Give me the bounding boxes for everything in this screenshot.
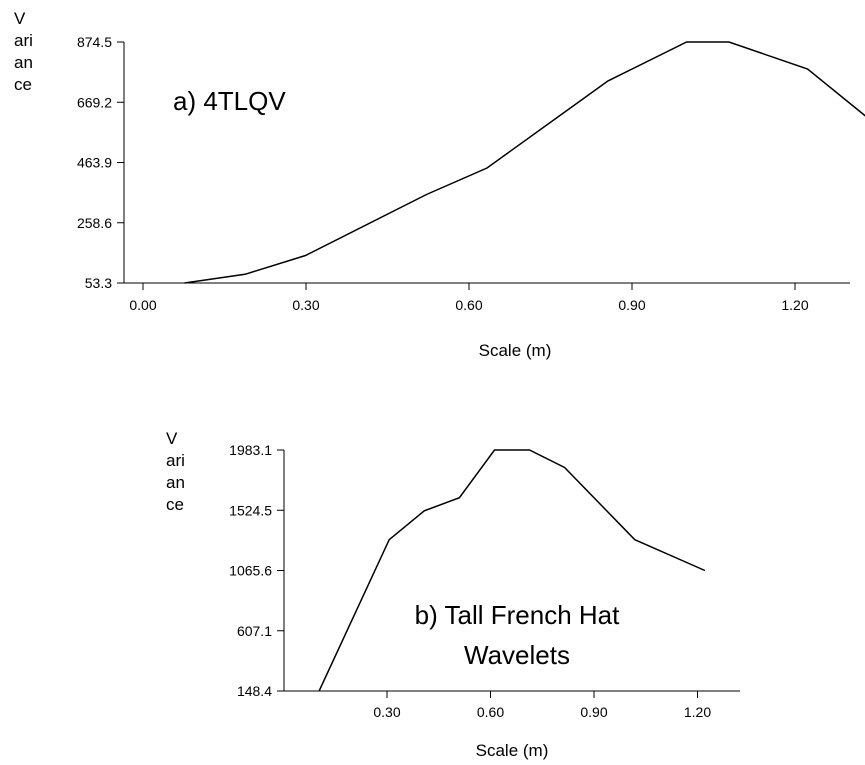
- x-axis-title: Scale (m): [479, 341, 552, 360]
- x-tick-label: 0.60: [477, 704, 504, 720]
- x-ticks: 0.30 0.60 0.90 1.20: [373, 691, 711, 720]
- x-axis-title: Scale (m): [476, 741, 549, 760]
- y-tick-label: 148.4: [237, 683, 272, 699]
- y-tick-label: 1065.6: [229, 563, 272, 579]
- y-axis-label-line: an: [14, 53, 33, 72]
- chart-title-line-2: Wavelets: [464, 640, 570, 670]
- chart-title: a) 4TLQV: [173, 86, 286, 116]
- x-tick-label: 0.60: [455, 297, 482, 313]
- x-tick-label: 0.00: [129, 297, 156, 313]
- y-tick-label: 607.1: [237, 623, 272, 639]
- x-tick-label: 1.20: [684, 704, 711, 720]
- y-tick-label: 1524.5: [229, 502, 272, 518]
- x-tick-label: 0.30: [373, 704, 400, 720]
- y-axis-label-line: ari: [166, 451, 185, 470]
- y-tick-label: 669.2: [77, 94, 112, 110]
- x-tick-label: 0.90: [618, 297, 645, 313]
- x-ticks: 0.00 0.30 0.60 0.90 1.20: [129, 283, 809, 313]
- y-tick-label: 53.3: [85, 275, 112, 291]
- x-tick-label: 0.30: [292, 297, 319, 313]
- series-line: [318, 449, 706, 692]
- y-axis-label-line: V: [14, 9, 26, 28]
- y-axis-label-line: ce: [166, 495, 184, 514]
- y-tick-label: 1983.1: [229, 442, 272, 458]
- y-ticks: 148.4 607.1 1065.6 1524.5 1983.1: [229, 442, 284, 699]
- y-axis-label-line: an: [166, 473, 185, 492]
- chart-title-line-1: b) Tall French Hat: [415, 600, 620, 630]
- y-ticks: 53.3 258.6 463.9 669.2 874.5: [77, 34, 124, 291]
- y-axis-label-line: ari: [14, 31, 33, 50]
- x-tick-label: 1.20: [781, 297, 808, 313]
- x-tick-label: 0.90: [580, 704, 607, 720]
- y-axis-label-line: ce: [14, 75, 32, 94]
- y-tick-label: 463.9: [77, 155, 112, 171]
- y-axis-label-line: V: [166, 429, 178, 448]
- y-tick-label: 874.5: [77, 34, 112, 50]
- series-line: [184, 41, 865, 284]
- y-tick-label: 258.6: [77, 215, 112, 231]
